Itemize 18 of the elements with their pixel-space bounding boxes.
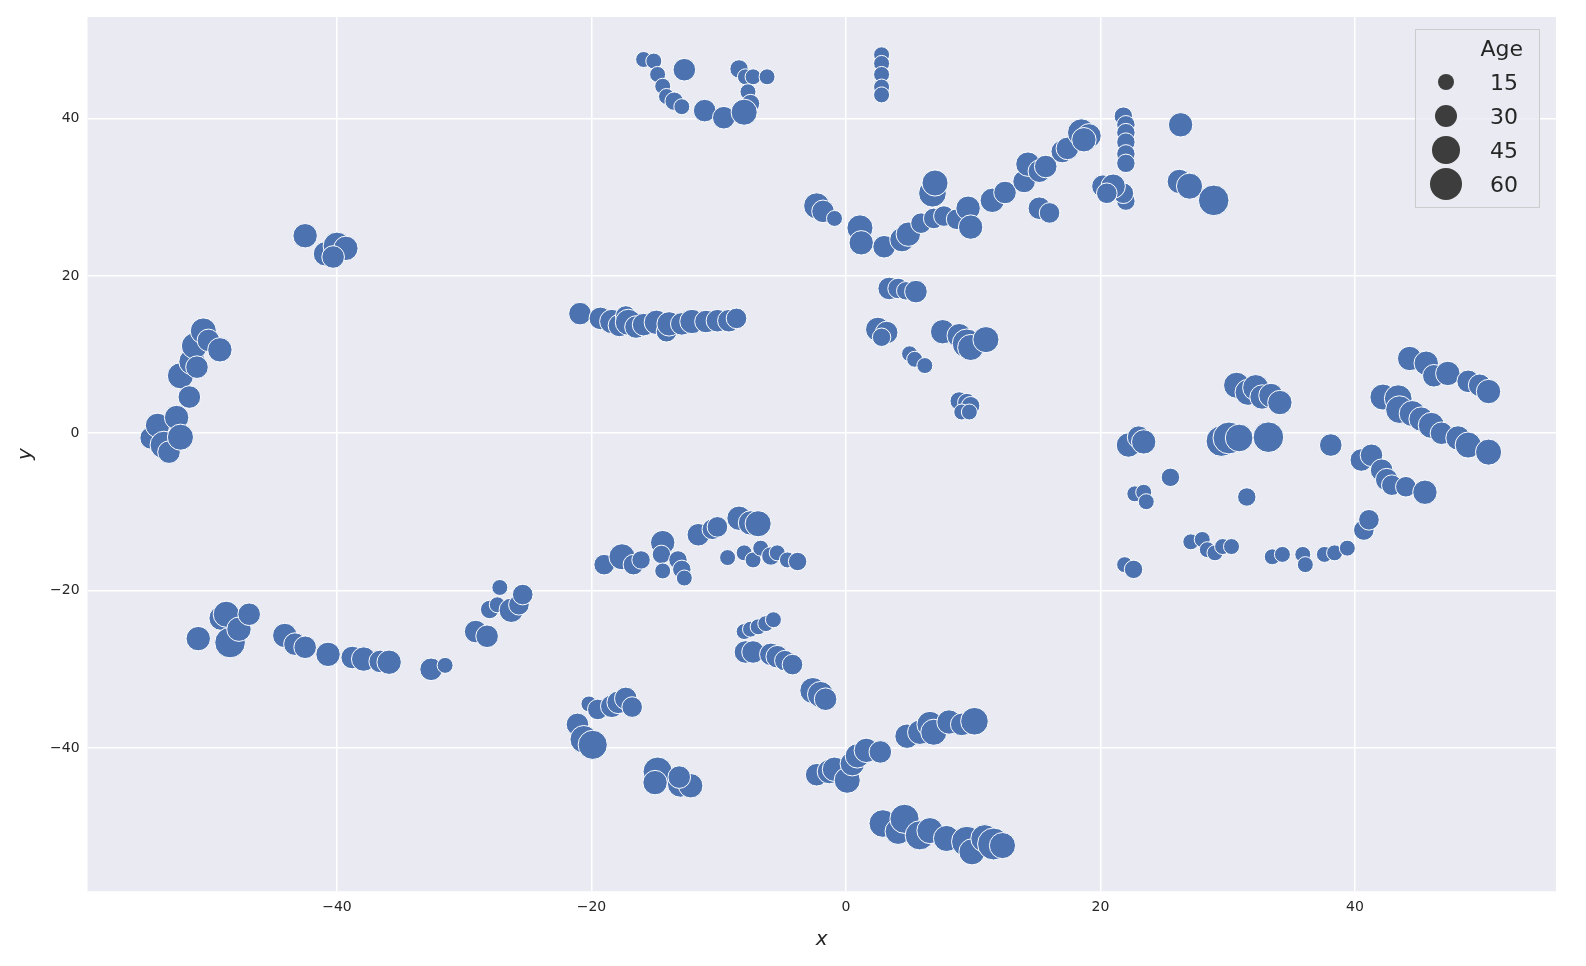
y-tick-label: −20: [50, 581, 80, 598]
legend-label: 15: [1490, 69, 1518, 95]
x-tick-label: 20: [1091, 898, 1110, 915]
x-tick-label: 0: [841, 898, 851, 915]
x-tick-label: −20: [576, 898, 607, 915]
legend-label: 30: [1490, 103, 1518, 129]
x-tick-label: 40: [1346, 898, 1364, 915]
x-axis-title: x: [814, 926, 828, 951]
legend-title: Age: [1479, 36, 1524, 61]
y-tick-label: 0: [70, 423, 80, 440]
size-key: Age 15 30 45 60: [1415, 29, 1540, 208]
y-tick-label: 20: [61, 266, 80, 283]
legend-label: 60: [1490, 171, 1518, 197]
y-axis-title: y: [12, 447, 37, 462]
y-tick-label: 40: [61, 109, 80, 126]
y-tick-label: −40: [50, 738, 80, 755]
legend-label: 45: [1490, 137, 1518, 163]
x-tick-label: −40: [322, 898, 352, 915]
